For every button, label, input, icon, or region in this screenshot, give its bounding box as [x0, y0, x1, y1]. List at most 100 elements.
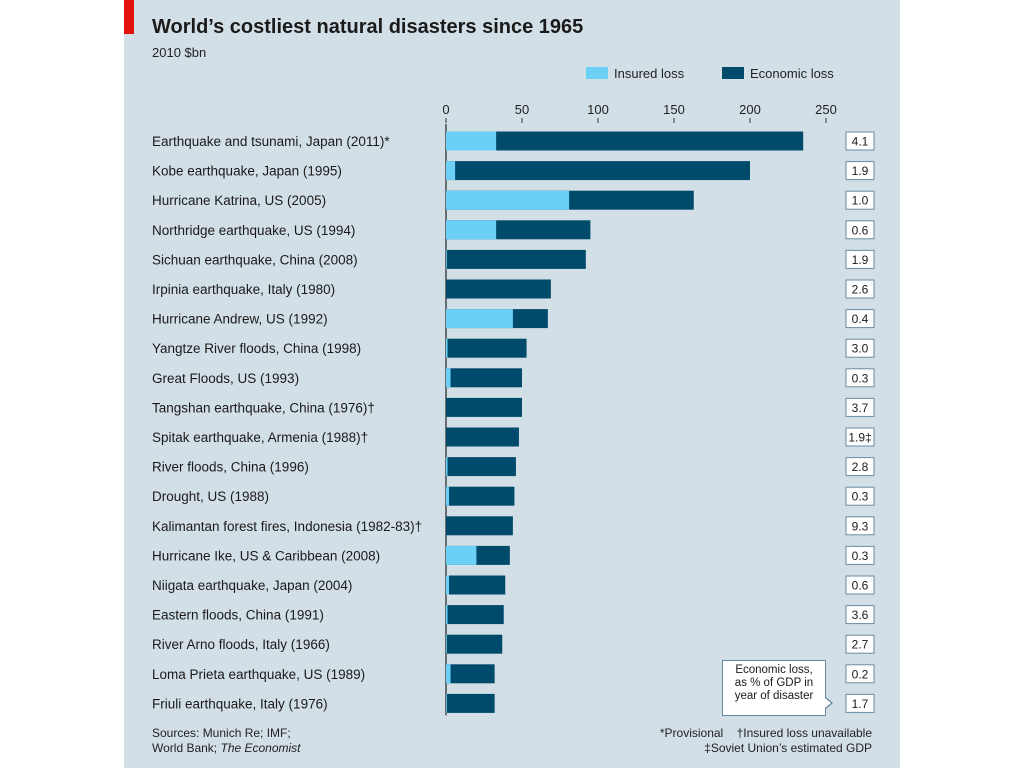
gdp-percent-label: 1.9‡ — [848, 431, 871, 445]
gdp-percent-label: 0.4 — [852, 312, 869, 326]
category-label: Hurricane Katrina, US (2005) — [152, 193, 326, 208]
bar-economic-loss — [446, 161, 750, 181]
gdp-percent-label: 2.8 — [852, 460, 869, 474]
gdp-percent-label: 1.7 — [852, 697, 869, 711]
bar-insured-loss — [446, 249, 447, 269]
gdp-percent-box — [845, 397, 875, 417]
bar-economic-loss — [446, 338, 527, 358]
gdp-callout: Economic loss, as % of GDP in year of di… — [722, 660, 826, 716]
gdp-percent-label: 1.9 — [852, 164, 869, 178]
gdp-percent-label: 3.7 — [852, 401, 869, 415]
bar-insured-loss — [446, 220, 497, 240]
gdp-percent-label: 0.2 — [852, 667, 869, 681]
gdp-percent-box — [845, 457, 875, 477]
bar-economic-loss — [446, 249, 586, 269]
bar-economic-loss — [446, 397, 522, 417]
category-label: Eastern floods, China (1991) — [152, 608, 324, 623]
sources-text: World Bank; — [152, 741, 221, 755]
bar-economic-loss — [446, 693, 495, 713]
bar-insured-loss — [446, 309, 513, 329]
gdp-percent-box — [845, 279, 875, 299]
bar-economic-loss — [446, 457, 516, 477]
gdp-percent-label: 3.6 — [852, 608, 869, 622]
footnote-insured: †Insured loss unavailable — [736, 726, 872, 740]
category-label: Hurricane Andrew, US (1992) — [152, 312, 328, 327]
gdp-percent-box — [845, 634, 875, 654]
bar-insured-loss — [446, 605, 448, 625]
footnote-line: *Provisional †Insured loss unavailable — [660, 726, 872, 741]
gdp-percent-label: 1.0 — [852, 194, 869, 208]
legend-item-insured: Insured loss — [586, 64, 684, 82]
gdp-percent-box — [845, 545, 875, 565]
gdp-percent-box — [845, 220, 875, 240]
gdp-percent-box — [845, 516, 875, 536]
gdp-percent-label: 0.3 — [852, 371, 869, 385]
x-tick-label: 0 — [442, 102, 449, 117]
gdp-percent-box — [845, 161, 875, 181]
legend-swatch-insured — [586, 67, 608, 79]
gdp-percent-label: 0.6 — [852, 223, 869, 237]
x-tick-label: 150 — [663, 102, 685, 117]
gdp-percent-box — [845, 309, 875, 329]
bar-insured-loss — [446, 693, 447, 713]
bar-insured-loss — [446, 368, 451, 388]
category-label: Kobe earthquake, Japan (1995) — [152, 164, 342, 179]
category-label: Friuli earthquake, Italy (1976) — [152, 696, 328, 711]
bar-insured-loss — [446, 664, 451, 684]
category-label: Hurricane Ike, US & Caribbean (2008) — [152, 548, 380, 563]
footnote-provisional: *Provisional — [659, 726, 724, 740]
bar-economic-loss — [446, 634, 503, 654]
category-label: Drought, US (1988) — [152, 489, 269, 504]
legend-label-insured: Insured loss — [614, 65, 685, 81]
callout-arrow-fill — [825, 698, 831, 708]
footnote-soviet: ‡Soviet Union’s estimated GDP — [704, 741, 872, 755]
gdp-percent-label: 0.6 — [852, 579, 869, 593]
category-label: River Arno floods, Italy (1966) — [152, 637, 330, 652]
bar-insured-loss — [446, 575, 450, 595]
bar-economic-loss — [446, 575, 506, 595]
gdp-callout-line: as % of GDP in — [734, 677, 814, 689]
gdp-percent-box — [845, 249, 875, 269]
gdp-percent-box — [845, 486, 875, 506]
chart-subtitle: 2010 $bn — [152, 45, 207, 60]
legend-label-economic: Economic loss — [750, 65, 834, 81]
gdp-percent-box — [845, 575, 875, 595]
gdp-percent-box — [845, 368, 875, 388]
gdp-percent-label: 2.6 — [852, 283, 869, 297]
bar-economic-loss — [446, 664, 495, 684]
bar-insured-loss — [446, 545, 477, 565]
bar-chart: 0 50 100 150 200 250 Earthquake and tsunami, J… — [152, 102, 875, 716]
sources-note: Sources: Munich Re; IMF; World Bank; The… — [152, 726, 301, 756]
bar-economic-loss — [446, 368, 522, 388]
bar-insured-loss — [446, 190, 570, 210]
x-tick-label: 100 — [587, 102, 609, 117]
bar-insured-loss — [446, 634, 447, 654]
sources-line: Sources: Munich Re; IMF; — [152, 726, 291, 740]
gdp-percent-box — [845, 605, 875, 625]
legend-item-economic: Economic loss — [722, 64, 834, 82]
category-label: Sichuan earthquake, China (2008) — [152, 252, 358, 267]
category-label: Great Floods, US (1993) — [152, 371, 299, 386]
legend-swatch-economic — [722, 67, 744, 79]
bar-insured-loss — [446, 131, 497, 151]
bar-economic-loss — [446, 516, 513, 536]
gdp-percent-box — [845, 338, 875, 358]
gdp-percent-box — [845, 664, 875, 684]
chart-title: World’s costliest natural disasters sinc… — [152, 16, 584, 38]
x-tick-label: 200 — [739, 102, 761, 117]
gdp-percent-label: 1.9 — [852, 253, 869, 267]
sources-publication: The Economist — [220, 741, 301, 755]
bar-economic-loss — [446, 279, 551, 299]
gdp-percent-label: 2.7 — [852, 638, 869, 652]
category-label: Earthquake and tsunami, Japan (2011)* — [152, 134, 390, 149]
gdp-callout-line: Economic loss, — [735, 664, 813, 676]
x-tick-label: 50 — [515, 102, 529, 117]
category-label: Loma Prieta earthquake, US (1989) — [152, 667, 365, 682]
category-label: Spitak earthquake, Armenia (1988)† — [152, 430, 368, 445]
gdp-callout-line: year of disaster — [734, 690, 814, 702]
x-tick-label: 250 — [815, 102, 837, 117]
bar-economic-loss — [446, 427, 519, 447]
category-label: Northridge earthquake, US (1994) — [152, 223, 355, 238]
bar-economic-loss — [446, 131, 804, 151]
brand-red-tab — [124, 0, 134, 34]
